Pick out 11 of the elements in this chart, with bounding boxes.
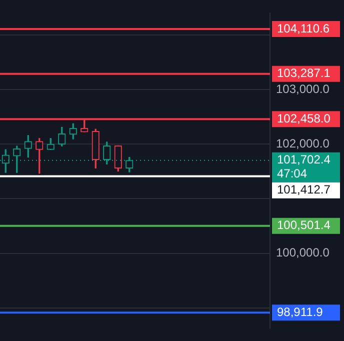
text: 47:04: [277, 166, 308, 181]
ref-line-label: 102,458.0: [277, 111, 331, 126]
ref-line-label: 103,287.1: [277, 66, 331, 80]
ref-line-label: 100,501.4: [277, 218, 331, 232]
ref-line-label: 98,911.9: [277, 304, 324, 319]
ref-line-label: 101,702.4: [277, 152, 331, 167]
y-tick-label: 100,000.0: [276, 246, 330, 260]
ref-line-label: 104,110.6: [277, 21, 330, 36]
y-tick-label: 102,000.0: [276, 136, 330, 150]
ref-line-label: 101,412.7: [277, 182, 331, 197]
y-tick-label: 103,000.0: [276, 82, 330, 96]
